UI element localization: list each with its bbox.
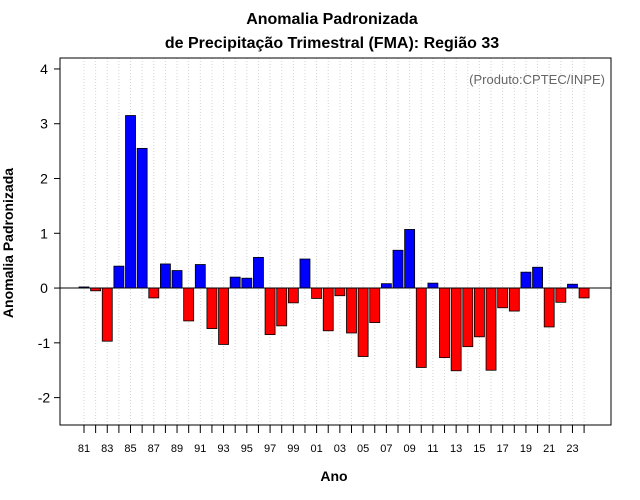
bar-84 <box>113 265 125 289</box>
bar-01 <box>311 287 323 299</box>
x-tick-label-99: 99 <box>287 443 299 455</box>
annotation-text: (Produto:CPTEC/INPE) <box>469 72 605 87</box>
y-axis-label: Anomalia Padronizada <box>0 168 16 318</box>
x-tick-label-95: 95 <box>241 443 253 455</box>
bar-00 <box>299 258 311 289</box>
y-tick-label: 3 <box>40 116 48 132</box>
bar-22 <box>555 287 567 303</box>
bar-15 <box>474 287 485 338</box>
x-tick-label-89: 89 <box>171 443 183 455</box>
bar-11 <box>427 282 439 289</box>
y-tick-label: 0 <box>40 280 48 296</box>
x-tick-label-83: 83 <box>101 443 113 455</box>
chart-title-line-1: Anomalia Padronizada <box>246 11 418 28</box>
bar-14 <box>462 287 474 348</box>
y-tick-label: 4 <box>40 61 48 77</box>
bar-05 <box>357 287 369 357</box>
y-tick-label: -2 <box>38 390 51 406</box>
x-tick-label-07: 07 <box>380 443 392 455</box>
x-tick-label-81: 81 <box>78 443 90 455</box>
bar-98 <box>276 287 288 327</box>
bar-24 <box>578 287 590 299</box>
bar-83 <box>101 287 113 342</box>
bar-07 <box>380 283 392 289</box>
bar-08 <box>392 249 404 289</box>
x-tick-label-87: 87 <box>148 443 160 455</box>
bar-89 <box>171 270 183 289</box>
x-tick-label-11: 11 <box>427 443 438 455</box>
y-tick-label: 2 <box>40 171 48 187</box>
y-tick-label: 1 <box>40 225 48 241</box>
x-tick-label-93: 93 <box>217 443 229 455</box>
bar-90 <box>183 287 195 322</box>
x-tick-label-05: 05 <box>357 443 369 455</box>
plot-frame <box>59 57 612 426</box>
bar-97 <box>264 287 276 336</box>
bar-86 <box>136 147 148 289</box>
bar-88 <box>160 263 171 289</box>
chart-title-line-2: de Precipitação Trimestral (FMA): Região… <box>165 35 499 52</box>
bar-10 <box>415 287 427 368</box>
x-axis-label: Ano <box>320 468 347 484</box>
x-tick-label-17: 17 <box>497 443 509 455</box>
bar-95 <box>241 277 253 289</box>
x-tick-label-91: 91 <box>194 443 206 455</box>
bar-21 <box>543 287 555 328</box>
bar-23 <box>567 283 578 289</box>
bar-04 <box>346 287 357 334</box>
x-tick-label-23: 23 <box>566 443 578 455</box>
x-tick-label-13: 13 <box>450 443 462 455</box>
bar-99 <box>287 287 299 304</box>
bar-19 <box>520 271 532 289</box>
x-tick-label-01: 01 <box>310 443 322 455</box>
bar-96 <box>253 256 264 289</box>
bar-02 <box>322 287 334 332</box>
bar-85 <box>125 115 136 289</box>
x-tick-label-85: 85 <box>124 443 136 455</box>
bar-06 <box>369 287 381 323</box>
bar-94 <box>229 276 241 289</box>
bar-03 <box>334 287 346 297</box>
bar-20 <box>532 266 543 289</box>
bar-91 <box>194 264 206 289</box>
bar-16 <box>485 287 497 371</box>
bar-17 <box>497 287 509 309</box>
x-tick-label-97: 97 <box>264 443 276 455</box>
bar-12 <box>439 287 450 359</box>
bar-92 <box>206 287 218 329</box>
y-tick-label: -1 <box>38 335 51 351</box>
x-tick-label-21: 21 <box>543 443 555 455</box>
bar-93 <box>218 287 229 345</box>
bar-18 <box>508 287 520 312</box>
x-tick-label-03: 03 <box>334 443 346 455</box>
x-tick-label-15: 15 <box>473 443 485 455</box>
x-tick-label-09: 09 <box>404 443 416 455</box>
bar-13 <box>450 287 462 372</box>
x-tick-label-19: 19 <box>520 443 532 455</box>
bar-87 <box>148 287 160 299</box>
bar-09 <box>404 229 416 289</box>
